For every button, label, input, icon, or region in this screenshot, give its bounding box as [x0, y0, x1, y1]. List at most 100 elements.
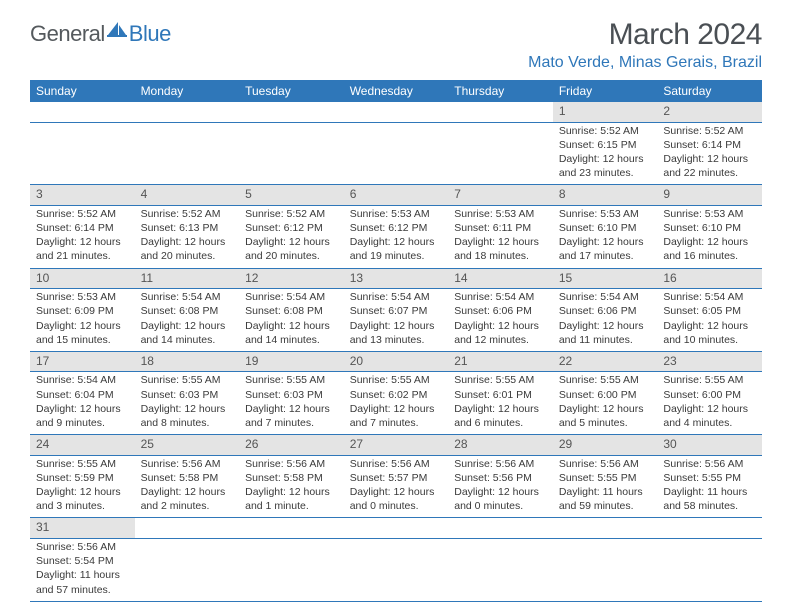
day-details: Sunrise: 5:52 AMSunset: 6:15 PMDaylight:… — [553, 123, 658, 185]
sunrise-line: Sunrise: 5:56 AM — [245, 457, 338, 471]
day-number-cell: 23 — [657, 351, 762, 372]
day-details-cell: Sunrise: 5:54 AMSunset: 6:05 PMDaylight:… — [657, 289, 762, 352]
sunrise-line: Sunrise: 5:55 AM — [36, 457, 129, 471]
day-number-cell: 28 — [448, 435, 553, 456]
day-number-cell: 4 — [135, 185, 240, 206]
day-number: 6 — [344, 185, 449, 205]
sunrise-line: Sunrise: 5:53 AM — [350, 207, 443, 221]
day-details-cell — [344, 539, 449, 602]
day-details-cell: Sunrise: 5:55 AMSunset: 6:02 PMDaylight:… — [344, 372, 449, 435]
day-details-cell: Sunrise: 5:56 AMSunset: 5:56 PMDaylight:… — [448, 455, 553, 518]
sunrise-line: Sunrise: 5:54 AM — [36, 373, 129, 387]
calendar-daynum-row: 12 — [30, 102, 762, 122]
daylight-line: Daylight: 12 hours and 14 minutes. — [245, 319, 338, 347]
day-details-cell: Sunrise: 5:54 AMSunset: 6:07 PMDaylight:… — [344, 289, 449, 352]
day-number-cell: 20 — [344, 351, 449, 372]
day-number: 5 — [239, 185, 344, 205]
sunrise-line: Sunrise: 5:53 AM — [559, 207, 652, 221]
daylight-line: Daylight: 12 hours and 16 minutes. — [663, 235, 756, 263]
day-details-cell: Sunrise: 5:55 AMSunset: 5:59 PMDaylight:… — [30, 455, 135, 518]
day-details-cell: Sunrise: 5:54 AMSunset: 6:06 PMDaylight:… — [448, 289, 553, 352]
day-details: Sunrise: 5:53 AMSunset: 6:10 PMDaylight:… — [657, 206, 762, 268]
logo-text-blue: Blue — [129, 21, 171, 47]
day-details-cell — [344, 122, 449, 185]
day-number-cell: 16 — [657, 268, 762, 289]
sunset-line: Sunset: 5:56 PM — [454, 471, 547, 485]
day-details: Sunrise: 5:56 AMSunset: 5:58 PMDaylight:… — [239, 456, 344, 518]
daylight-line: Daylight: 12 hours and 7 minutes. — [350, 402, 443, 430]
day-number: 27 — [344, 435, 449, 455]
day-number-cell — [30, 102, 135, 122]
day-details: Sunrise: 5:56 AMSunset: 5:54 PMDaylight:… — [30, 539, 135, 601]
sunset-line: Sunset: 6:05 PM — [663, 304, 756, 318]
day-number: 15 — [553, 269, 658, 289]
day-details-cell — [30, 122, 135, 185]
sunrise-line: Sunrise: 5:56 AM — [350, 457, 443, 471]
day-details: Sunrise: 5:56 AMSunset: 5:55 PMDaylight:… — [553, 456, 658, 518]
calendar-table: SundayMondayTuesdayWednesdayThursdayFrid… — [30, 80, 762, 602]
daylight-line: Daylight: 12 hours and 15 minutes. — [36, 319, 129, 347]
day-details: Sunrise: 5:52 AMSunset: 6:13 PMDaylight:… — [135, 206, 240, 268]
day-number-cell: 5 — [239, 185, 344, 206]
day-number: 30 — [657, 435, 762, 455]
day-details-cell: Sunrise: 5:56 AMSunset: 5:57 PMDaylight:… — [344, 455, 449, 518]
day-details-cell — [239, 122, 344, 185]
day-header: Tuesday — [239, 80, 344, 102]
day-number-cell: 11 — [135, 268, 240, 289]
sunrise-line: Sunrise: 5:54 AM — [663, 290, 756, 304]
logo-sail-icon — [106, 18, 128, 44]
day-details: Sunrise: 5:54 AMSunset: 6:04 PMDaylight:… — [30, 372, 135, 434]
day-details: Sunrise: 5:55 AMSunset: 6:00 PMDaylight:… — [553, 372, 658, 434]
sunrise-line: Sunrise: 5:52 AM — [141, 207, 234, 221]
day-details: Sunrise: 5:53 AMSunset: 6:09 PMDaylight:… — [30, 289, 135, 351]
day-number-cell: 24 — [30, 435, 135, 456]
day-number-cell: 2 — [657, 102, 762, 122]
day-details: Sunrise: 5:56 AMSunset: 5:56 PMDaylight:… — [448, 456, 553, 518]
sunset-line: Sunset: 6:10 PM — [663, 221, 756, 235]
title-block: March 2024 Mato Verde, Minas Gerais, Bra… — [528, 18, 762, 72]
day-details-cell: Sunrise: 5:56 AMSunset: 5:55 PMDaylight:… — [657, 455, 762, 518]
day-details-cell: Sunrise: 5:53 AMSunset: 6:10 PMDaylight:… — [553, 205, 658, 268]
day-number-cell: 30 — [657, 435, 762, 456]
sunset-line: Sunset: 5:57 PM — [350, 471, 443, 485]
sunrise-line: Sunrise: 5:55 AM — [141, 373, 234, 387]
daylight-line: Daylight: 12 hours and 18 minutes. — [454, 235, 547, 263]
day-number-cell: 10 — [30, 268, 135, 289]
logo: General Blue — [30, 18, 171, 47]
day-details: Sunrise: 5:54 AMSunset: 6:08 PMDaylight:… — [239, 289, 344, 351]
calendar-details-row: Sunrise: 5:56 AMSunset: 5:54 PMDaylight:… — [30, 539, 762, 602]
day-number-cell: 27 — [344, 435, 449, 456]
day-details-cell: Sunrise: 5:52 AMSunset: 6:12 PMDaylight:… — [239, 205, 344, 268]
sunrise-line: Sunrise: 5:55 AM — [350, 373, 443, 387]
day-number: 11 — [135, 269, 240, 289]
day-header: Monday — [135, 80, 240, 102]
sunset-line: Sunset: 6:03 PM — [141, 388, 234, 402]
sunset-line: Sunset: 6:13 PM — [141, 221, 234, 235]
sunset-line: Sunset: 6:06 PM — [559, 304, 652, 318]
day-number: 22 — [553, 352, 658, 372]
day-number-cell: 17 — [30, 351, 135, 372]
day-details-cell: Sunrise: 5:55 AMSunset: 6:01 PMDaylight:… — [448, 372, 553, 435]
daylight-line: Daylight: 12 hours and 17 minutes. — [559, 235, 652, 263]
day-number-cell: 14 — [448, 268, 553, 289]
calendar-daynum-row: 31 — [30, 518, 762, 539]
month-title: March 2024 — [528, 18, 762, 52]
calendar-details-row: Sunrise: 5:54 AMSunset: 6:04 PMDaylight:… — [30, 372, 762, 435]
sunrise-line: Sunrise: 5:52 AM — [36, 207, 129, 221]
day-number: 17 — [30, 352, 135, 372]
day-number: 29 — [553, 435, 658, 455]
sunset-line: Sunset: 6:00 PM — [663, 388, 756, 402]
sunset-line: Sunset: 6:11 PM — [454, 221, 547, 235]
day-details-cell: Sunrise: 5:55 AMSunset: 6:03 PMDaylight:… — [239, 372, 344, 435]
daylight-line: Daylight: 12 hours and 21 minutes. — [36, 235, 129, 263]
day-number-cell — [135, 518, 240, 539]
daylight-line: Daylight: 12 hours and 13 minutes. — [350, 319, 443, 347]
day-details-cell: Sunrise: 5:56 AMSunset: 5:58 PMDaylight:… — [135, 455, 240, 518]
sunset-line: Sunset: 6:14 PM — [36, 221, 129, 235]
day-number-cell: 7 — [448, 185, 553, 206]
sunrise-line: Sunrise: 5:53 AM — [36, 290, 129, 304]
day-details-cell: Sunrise: 5:55 AMSunset: 6:00 PMDaylight:… — [657, 372, 762, 435]
sunrise-line: Sunrise: 5:56 AM — [141, 457, 234, 471]
sunset-line: Sunset: 6:12 PM — [245, 221, 338, 235]
day-number: 25 — [135, 435, 240, 455]
